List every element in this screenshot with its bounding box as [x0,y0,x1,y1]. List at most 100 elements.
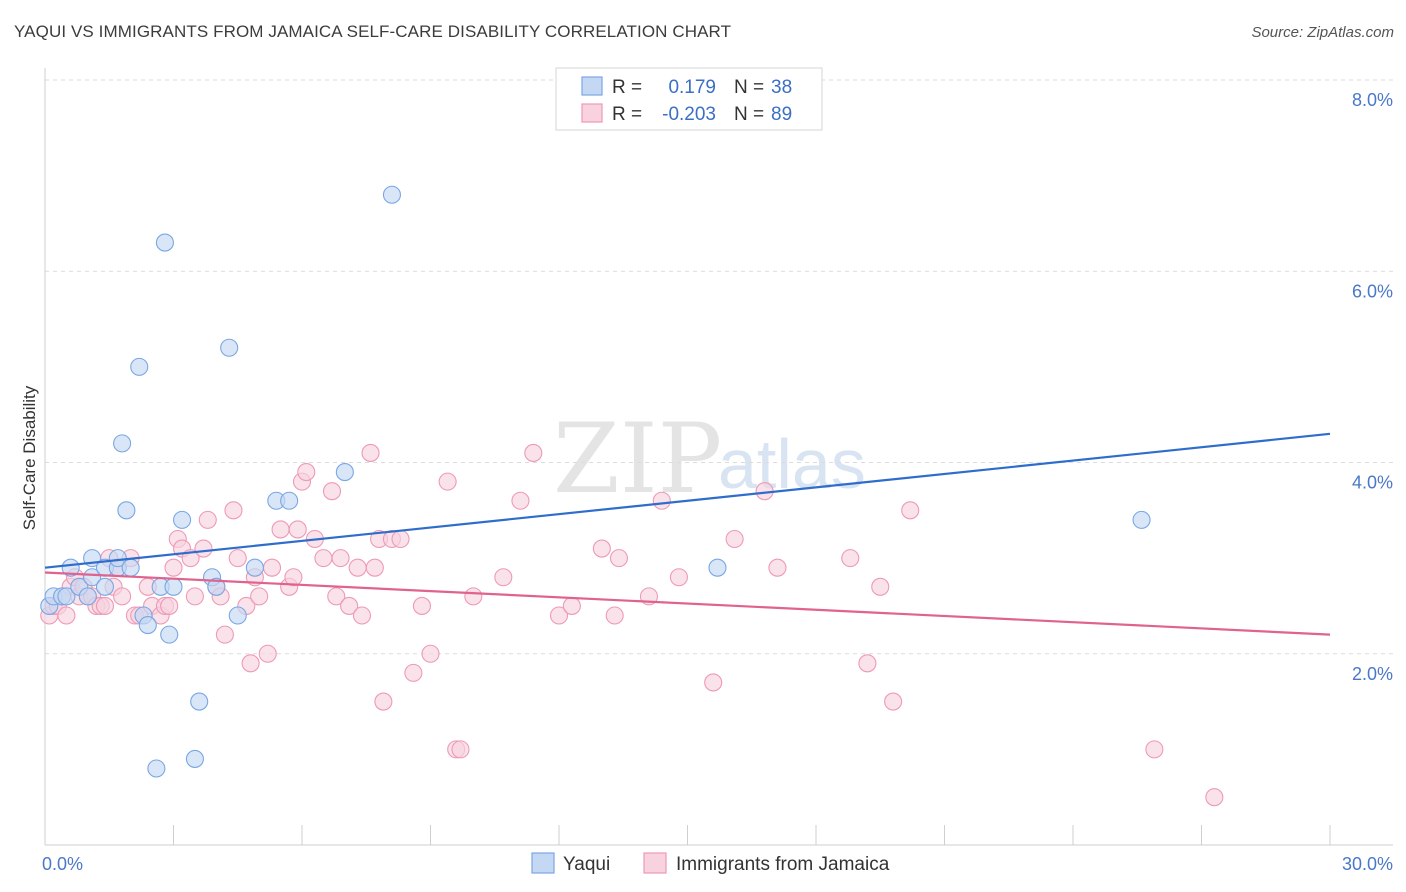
point-yaqui [83,568,102,587]
point-jamaica [262,558,282,577]
point-jamaica [340,596,359,615]
point-jamaica [198,510,217,529]
watermark-atlas: atlas [718,425,866,503]
legend-n-value-yaqui: 38 [771,77,792,98]
point-yaqui [245,558,264,577]
y-tick-label: 6.0% [1352,281,1393,301]
point-jamaica [374,692,393,711]
point-yaqui [121,558,140,577]
point-jamaica [322,482,342,501]
point-yaqui [61,558,80,577]
point-yaqui [78,587,97,606]
bottom-legend-label-jamaica: Immigrants from Jamaica [676,854,890,875]
data-points [40,185,1224,807]
y-axis-label: Self-Care Disability [20,385,39,530]
point-jamaica [258,644,277,663]
point-jamaica [297,463,316,482]
point-jamaica [250,587,269,606]
point-yaqui [228,606,247,625]
legend-n-value-jamaica: 89 [771,104,792,125]
point-jamaica [215,625,234,644]
point-jamaica [404,663,423,682]
legend-r-value-yaqui: 0.179 [668,77,716,98]
point-jamaica [391,529,410,549]
point-jamaica [901,501,920,520]
point-jamaica [605,606,624,625]
point-jamaica [511,491,530,510]
point-yaqui [160,625,179,644]
point-jamaica [271,520,290,539]
point-jamaica [704,673,723,692]
point-yaqui [138,616,157,635]
y-tick-label: 2.0% [1352,664,1393,684]
watermark-zip: ZIP [553,403,722,515]
point-jamaica [314,549,333,568]
bottom-legend-swatch-yaqui [531,852,555,874]
legend-swatch-yaqui [581,76,603,96]
bottom-legend-swatch-jamaica [643,852,667,874]
point-jamaica [288,520,307,539]
point-jamaica [327,587,346,606]
point-jamaica [524,443,543,462]
legend: R = 0.179 N = 38 R = -0.203 N = 89 [555,67,823,131]
point-jamaica [725,529,744,549]
point-yaqui [113,434,132,453]
point-yaqui [173,510,192,529]
point-yaqui [708,558,727,577]
point-yaqui [130,357,149,376]
point-yaqui [1132,510,1151,529]
point-jamaica [348,558,367,577]
point-jamaica [652,491,671,510]
point-jamaica [284,568,303,587]
point-jamaica [451,740,470,759]
point-jamaica [194,539,213,558]
point-yaqui [382,185,402,204]
legend-swatch-jamaica [581,103,603,123]
point-jamaica [57,606,76,625]
legend-n-label-jamaica: N = [734,104,764,125]
chart-title: YAQUI VS IMMIGRANTS FROM JAMAICA SELF-CA… [14,22,732,41]
point-jamaica [224,501,243,520]
point-yaqui [220,338,239,357]
point-jamaica [609,549,629,568]
point-jamaica [464,587,483,606]
y-tick-label: 4.0% [1352,473,1393,493]
point-jamaica [494,568,513,587]
trend-lines [44,432,1331,636]
point-jamaica [361,443,380,462]
point-jamaica [669,568,688,587]
point-jamaica [412,596,431,615]
source-credit: Source: ZipAtlas.com [1251,24,1394,41]
point-jamaica [421,644,440,663]
legend-r-label-jamaica: R = [612,104,642,125]
point-jamaica [841,549,860,568]
point-jamaica [562,596,581,615]
trend-line-jamaica [44,571,1331,636]
point-jamaica [592,539,611,558]
trend-line-yaqui [44,432,1331,569]
point-yaqui [95,577,115,596]
point-jamaica [871,577,890,596]
point-jamaica [185,587,204,606]
point-jamaica [228,549,247,568]
point-jamaica [95,596,115,615]
point-jamaica [352,606,372,625]
legend-r-label-yaqui: R = [612,77,642,98]
point-yaqui [335,463,354,482]
axes: 0.0% 30.0% [42,68,1393,874]
x-tick-label-min: 0.0% [42,854,83,874]
point-jamaica [164,558,183,577]
point-jamaica [113,587,132,606]
grid-lines: 2.0% 4.0% 6.0% 8.0% [45,79,1393,684]
point-jamaica [331,549,350,568]
point-yaqui [57,587,76,606]
x-tick-label-max: 30.0% [1342,854,1393,874]
point-jamaica [1145,740,1164,759]
legend-r-value-jamaica: -0.203 [662,104,716,125]
point-yaqui [280,491,299,510]
point-jamaica [241,654,260,673]
point-jamaica [365,558,384,577]
point-jamaica [549,606,569,625]
point-jamaica [858,654,877,673]
